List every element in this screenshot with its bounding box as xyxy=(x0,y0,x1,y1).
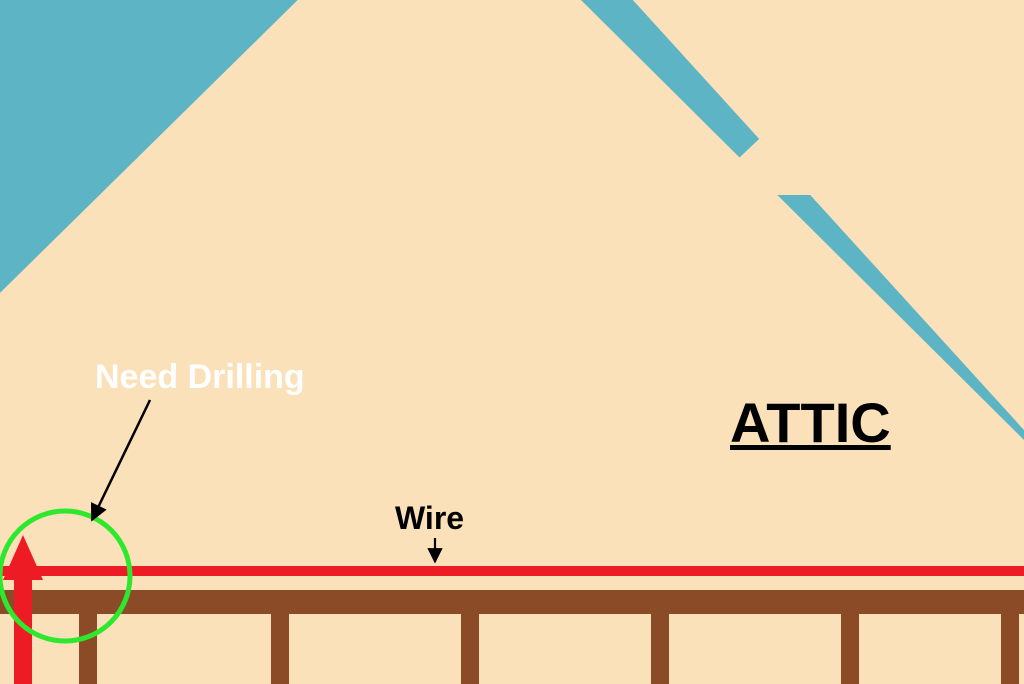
label-wire: Wire xyxy=(395,500,464,537)
label-attic: ATTIC xyxy=(730,390,891,455)
label-need-drilling: Need Drilling xyxy=(95,358,305,397)
diagram-stage xyxy=(0,0,1024,684)
